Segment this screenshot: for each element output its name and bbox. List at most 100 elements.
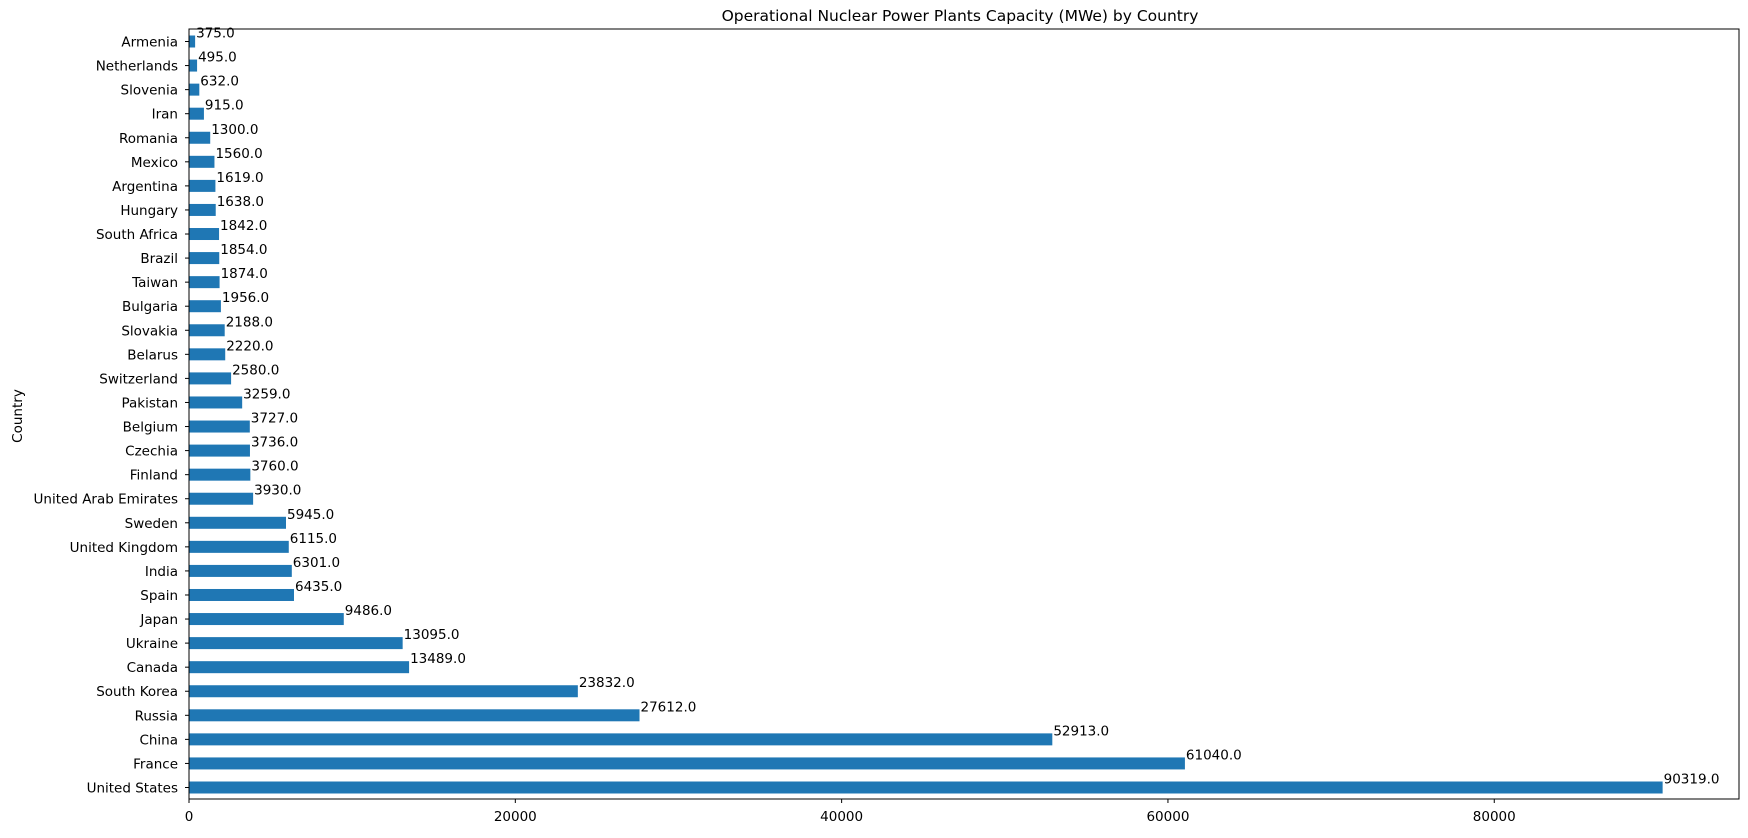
bar-united-arab-emirates xyxy=(189,492,254,505)
bar-china xyxy=(189,733,1053,746)
x-tick-label: 40000 xyxy=(820,809,863,825)
data-label-russia: 27612.0 xyxy=(641,699,697,715)
bar-united-states xyxy=(189,781,1663,794)
y-axis-label: Country xyxy=(10,389,26,443)
bar-japan xyxy=(189,613,344,626)
bar-spain xyxy=(189,588,294,601)
bar-pakistan xyxy=(189,396,243,409)
bar-belarus xyxy=(189,348,226,361)
data-label-india: 6301.0 xyxy=(293,555,340,571)
data-label-armenia: 375.0 xyxy=(196,26,235,42)
y-tick-label-france: France xyxy=(133,756,178,772)
y-axis-ticks: Armenia Netherlands Slovenia Iran Romania Mex… xyxy=(34,35,189,797)
y-tick-label-belgium: Belgium xyxy=(123,420,178,436)
data-label-bulgaria: 1956.0 xyxy=(222,290,269,306)
x-tick-label: 60000 xyxy=(1146,809,1189,825)
y-tick-label-slovenia: Slovenia xyxy=(121,83,178,99)
y-tick-label-bulgaria: Bulgaria xyxy=(122,299,178,315)
x-tick-label: 80000 xyxy=(1473,809,1516,825)
data-label-iran: 915.0 xyxy=(205,98,244,114)
data-label-finland: 3760.0 xyxy=(251,459,298,475)
data-label-argentina: 1619.0 xyxy=(216,170,263,186)
data-label-ukraine: 13095.0 xyxy=(404,627,460,643)
y-tick-label-belarus: Belarus xyxy=(127,347,178,363)
bar-south-africa xyxy=(189,228,220,241)
data-label-france: 61040.0 xyxy=(1186,747,1242,763)
x-tick-label: 0 xyxy=(185,809,194,825)
data-label-united-states: 90319.0 xyxy=(1664,772,1720,788)
bar-mexico xyxy=(189,155,215,168)
bar-czechia xyxy=(189,444,250,457)
bar-switzerland xyxy=(189,372,232,385)
y-tick-label-czechia: Czechia xyxy=(125,444,178,460)
bar-bulgaria xyxy=(189,300,221,313)
data-label-mexico: 1560.0 xyxy=(215,146,262,162)
data-label-united-arab-emirates: 3930.0 xyxy=(254,483,301,499)
y-tick-label-india: India xyxy=(145,564,178,580)
y-tick-label-pakistan: Pakistan xyxy=(121,395,178,411)
y-tick-label-south-africa: South Africa xyxy=(96,227,178,243)
bar-argentina xyxy=(189,179,216,192)
y-tick-label-slovakia: Slovakia xyxy=(121,323,178,339)
bar-united-kingdom xyxy=(189,540,289,553)
x-tick-label: 20000 xyxy=(494,809,537,825)
data-label-romania: 1300.0 xyxy=(211,122,258,138)
bar-hungary xyxy=(189,203,216,216)
bar-slovakia xyxy=(189,324,225,337)
data-label-belarus: 2220.0 xyxy=(226,338,273,354)
y-tick-label-united-arab-emirates: United Arab Emirates xyxy=(34,492,178,508)
data-label-spain: 6435.0 xyxy=(295,579,342,595)
data-label-slovenia: 632.0 xyxy=(200,74,239,90)
bar-taiwan xyxy=(189,276,220,289)
y-tick-label-romania: Romania xyxy=(119,131,178,147)
bar-netherlands xyxy=(189,59,198,72)
data-label-sweden: 5945.0 xyxy=(287,507,334,523)
y-tick-label-mexico: Mexico xyxy=(131,155,178,171)
y-tick-label-spain: Spain xyxy=(140,588,178,604)
bar-iran xyxy=(189,107,204,120)
chart-title: Operational Nuclear Power Plants Capacit… xyxy=(722,7,1199,25)
y-tick-label-iran: Iran xyxy=(152,107,178,123)
bar-france xyxy=(189,757,1185,770)
bar-armenia xyxy=(189,35,196,48)
y-tick-label-canada: Canada xyxy=(127,660,178,676)
data-label-united-kingdom: 6115.0 xyxy=(290,531,337,547)
bar-india xyxy=(189,564,292,577)
y-tick-label-china: China xyxy=(139,732,178,748)
y-tick-label-netherlands: Netherlands xyxy=(96,59,178,75)
data-label-hungary: 1638.0 xyxy=(217,194,264,210)
data-label-slovakia: 2188.0 xyxy=(226,314,273,330)
bar-labels-group: 375.0 495.0 632.0 915.0 1300.0 1560.0 1619.0 16… xyxy=(196,26,1719,788)
plot-frame xyxy=(188,28,1740,800)
bar-belgium xyxy=(189,420,250,433)
bar-brazil xyxy=(189,252,220,265)
y-tick-label-finland: Finland xyxy=(130,468,178,484)
bar-sweden xyxy=(189,516,286,529)
y-tick-label-russia: Russia xyxy=(135,708,178,724)
y-tick-label-sweden: Sweden xyxy=(125,516,178,532)
y-tick-label-japan: Japan xyxy=(139,612,178,628)
data-label-canada: 13489.0 xyxy=(410,651,466,667)
data-label-netherlands: 495.0 xyxy=(198,50,237,66)
bar-canada xyxy=(189,661,410,674)
y-tick-label-brazil: Brazil xyxy=(140,251,178,267)
data-label-south-africa: 1842.0 xyxy=(220,218,267,234)
y-tick-label-hungary: Hungary xyxy=(120,203,178,219)
y-tick-label-united-kingdom: United Kingdom xyxy=(70,540,178,556)
data-label-china: 52913.0 xyxy=(1053,723,1109,739)
bars-group xyxy=(189,35,1663,794)
data-label-belgium: 3727.0 xyxy=(251,411,298,427)
y-tick-label-switzerland: Switzerland xyxy=(99,371,178,387)
data-label-south-korea: 23832.0 xyxy=(579,675,635,691)
data-label-brazil: 1854.0 xyxy=(220,242,267,258)
data-label-taiwan: 1874.0 xyxy=(221,266,268,282)
bar-russia xyxy=(189,709,640,722)
y-tick-label-argentina: Argentina xyxy=(112,179,178,195)
y-tick-label-taiwan: Taiwan xyxy=(131,275,178,291)
data-label-pakistan: 3259.0 xyxy=(243,386,290,402)
x-axis-ticks: 0 20000 40000 60000 80000 xyxy=(185,799,1516,825)
y-tick-label-ukraine: Ukraine xyxy=(126,636,178,652)
bar-south-korea xyxy=(189,685,578,698)
